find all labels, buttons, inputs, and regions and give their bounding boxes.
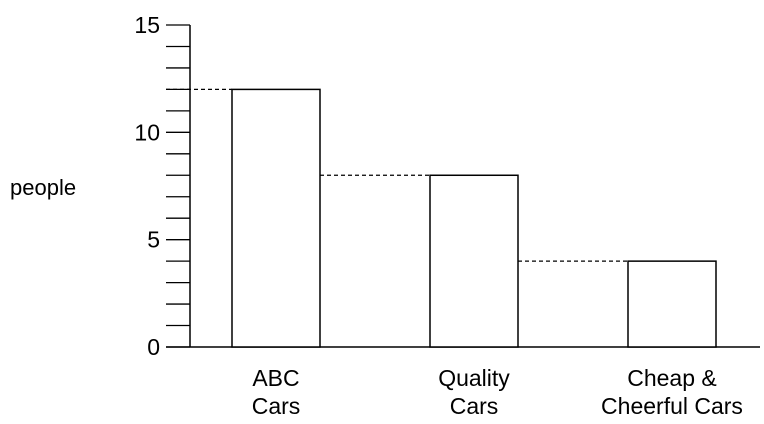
x-category-label: Cheap & Cheerful Cars [601,365,743,419]
y-tick-label: 15 [134,12,160,38]
x-category-label: Quality Cars [438,365,510,419]
x-category-label-line: Cheap & [627,365,717,391]
y-tick-label: 5 [147,227,160,253]
x-category-label: ABC Cars [252,365,301,419]
y-tick-label: 0 [147,334,160,360]
y-axis-label: people [10,175,76,200]
x-category-label-line: Cheerful Cars [601,393,743,419]
x-category-label-line: Cars [252,393,301,419]
y-tick-label: 10 [134,119,160,145]
x-category-label-line: ABC [252,365,299,391]
bar [231,88,321,348]
bar [627,260,717,348]
x-category-label-line: Quality [438,365,510,391]
x-category-label-line: Cars [450,393,499,419]
bar [429,174,519,348]
